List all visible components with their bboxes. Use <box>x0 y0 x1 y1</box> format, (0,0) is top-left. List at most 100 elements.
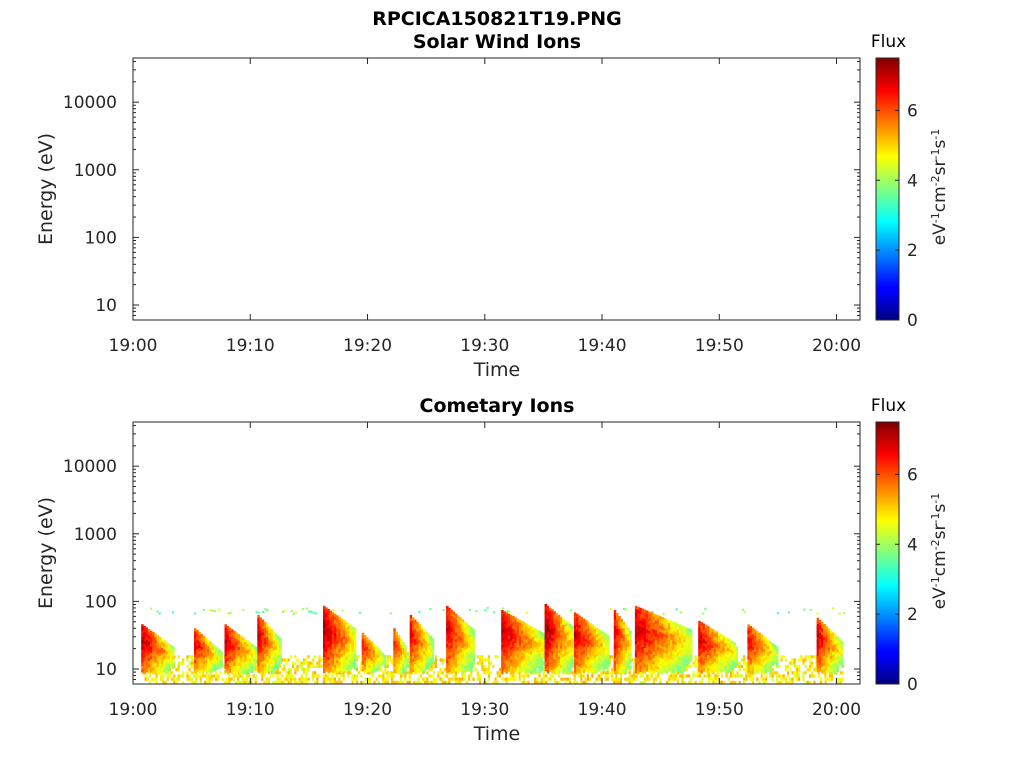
heatmap-cell <box>220 664 223 668</box>
heatmap-cell <box>532 649 535 653</box>
heatmap-cell <box>580 661 583 666</box>
heatmap-cell <box>226 651 230 655</box>
heatmap-cell <box>678 643 682 648</box>
heatmap-cell <box>468 677 471 681</box>
heatmap-cell <box>700 635 703 639</box>
heatmap-cell <box>646 677 649 681</box>
heatmap-cell <box>219 687 221 690</box>
heatmap-cell <box>345 627 348 632</box>
heatmap-cell <box>685 633 688 638</box>
heatmap-cell <box>338 661 341 666</box>
heatmap-cell <box>557 669 561 673</box>
heatmap-cell <box>580 645 583 650</box>
heatmap-cell <box>611 687 613 690</box>
heatmap-cell <box>461 641 464 646</box>
heatmap-cell <box>379 659 382 664</box>
heatmap-cell <box>450 660 453 665</box>
heatmap-cell <box>172 665 175 669</box>
heatmap-cell <box>421 677 424 681</box>
heatmap-cell <box>551 612 554 617</box>
heatmap-cell <box>546 647 550 651</box>
heatmap-cell <box>784 677 787 681</box>
heatmap-cell <box>503 668 506 673</box>
heatmap-cell <box>435 664 438 668</box>
heatmap-cell <box>259 617 262 621</box>
heatmap-cell <box>448 687 450 690</box>
heatmap-cell <box>194 644 197 648</box>
heatmap-cell <box>427 633 430 637</box>
heatmap-cell <box>243 680 246 684</box>
heatmap-cell <box>468 666 471 671</box>
heatmap-cell <box>606 671 609 675</box>
heatmap-cell <box>608 658 611 662</box>
heatmap-cell <box>454 626 458 630</box>
heatmap-cell <box>670 643 673 647</box>
heatmap-cell <box>345 634 348 638</box>
heatmap-cell <box>259 665 262 669</box>
heatmap-cell <box>611 671 614 675</box>
heatmap-cell <box>584 648 588 653</box>
heatmap-cell <box>411 662 415 666</box>
heatmap-cell <box>604 671 607 675</box>
heatmap-cell <box>580 664 583 669</box>
heatmap-cell <box>261 626 265 630</box>
heatmap-cell <box>738 664 741 668</box>
heatmap-cell <box>461 670 464 674</box>
heatmap-cell <box>141 669 144 673</box>
heatmap-cell <box>194 647 197 651</box>
heatmap-cell <box>557 627 561 632</box>
heatmap-cell <box>696 664 699 668</box>
heatmap-cell <box>501 616 504 620</box>
heatmap-cell <box>437 674 440 678</box>
heatmap-cell <box>639 671 642 675</box>
heatmap-cell <box>639 665 642 669</box>
heatmap-cell <box>837 680 840 684</box>
heatmap-cell <box>450 657 453 662</box>
heatmap-cell <box>441 671 444 675</box>
heatmap-cell <box>525 629 528 634</box>
heatmap-cell <box>331 637 335 642</box>
heatmap-cell <box>427 662 430 666</box>
heatmap-cell <box>617 680 620 684</box>
heatmap-cell <box>571 625 574 630</box>
heatmap-cell <box>279 654 282 658</box>
heatmap-cell <box>196 649 199 653</box>
heatmap-cell <box>274 646 278 650</box>
heatmap-cell <box>625 608 628 611</box>
heatmap-cell <box>377 674 380 678</box>
heatmap-cell <box>700 660 703 665</box>
heatmap-cell <box>637 619 640 624</box>
heatmap-cell <box>665 622 669 626</box>
heatmap-cell <box>616 648 619 652</box>
heatmap-cell <box>654 655 658 660</box>
heatmap-cell <box>228 674 231 678</box>
heatmap-cell <box>674 622 677 627</box>
heatmap-cell <box>472 660 475 665</box>
heatmap-cell <box>266 637 269 641</box>
heatmap-cell <box>670 652 673 657</box>
heatmap-cell <box>670 662 673 666</box>
heatmap-cell <box>654 630 658 634</box>
heatmap-cell <box>377 648 380 652</box>
heatmap-cell <box>143 641 146 646</box>
heatmap-cell <box>404 667 407 671</box>
heatmap-cell <box>287 668 290 672</box>
heatmap-cell <box>397 657 401 661</box>
heatmap-cell <box>331 680 334 684</box>
heatmap-cell <box>659 677 662 681</box>
heatmap-cell <box>743 680 746 684</box>
heatmap-cell <box>560 616 563 621</box>
heatmap-cell <box>619 677 622 681</box>
heatmap-cell <box>523 687 525 690</box>
heatmap-cell <box>391 687 393 690</box>
heatmap-cell <box>562 641 565 645</box>
heatmap-cell <box>310 610 313 613</box>
heatmap-cell <box>778 687 780 690</box>
heatmap-cell <box>266 624 269 628</box>
heatmap-cell <box>459 630 462 634</box>
heatmap-cell <box>404 671 407 675</box>
heatmap-cell <box>204 674 207 678</box>
heatmap-cell <box>514 639 517 644</box>
heatmap-cell <box>420 687 422 690</box>
